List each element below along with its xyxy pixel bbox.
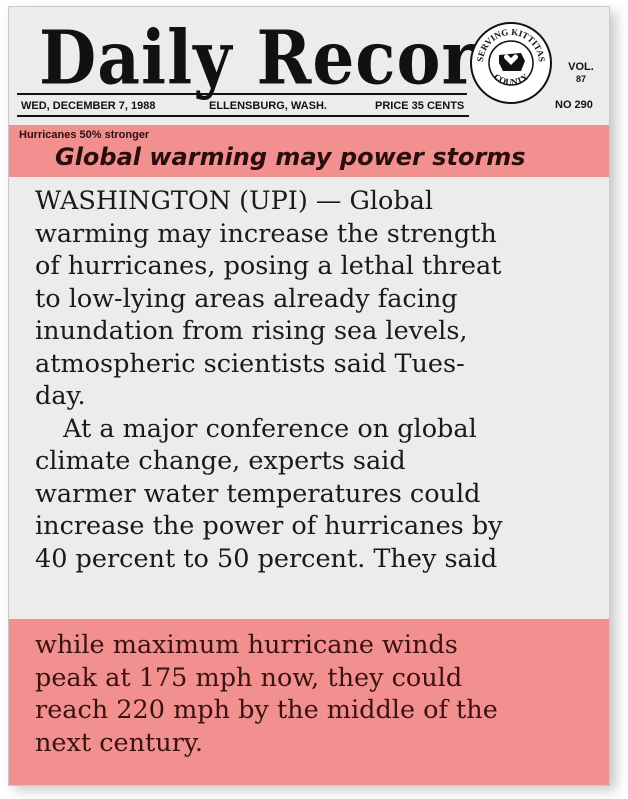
svg-text:COUNTY: COUNTY xyxy=(492,71,531,87)
body-line: increase the power of hurricanes by xyxy=(35,511,503,541)
highlight-line: reach 220 mph by the middle of the xyxy=(35,695,498,725)
highlight-line: next century. xyxy=(35,727,204,758)
body-line: atmospheric scientists said Tues- xyxy=(35,348,465,379)
body-line: 40 percent to 50 percent. They said xyxy=(35,543,498,574)
seal-bottom-text: COUNTY xyxy=(492,71,531,87)
body-line: warmer water temperatures could xyxy=(35,478,481,509)
masthead-rule-top xyxy=(17,93,467,95)
body-line: day. xyxy=(35,381,86,411)
volume-label: VOL. xyxy=(568,61,594,73)
dateline: WED, DECEMBER 7, 1988 ELLENSBURG, WASH. … xyxy=(21,97,561,115)
article-body: WASHINGTON (UPI) — Global warming may in… xyxy=(35,185,595,575)
body-line: At a major conference on global xyxy=(63,413,477,444)
county-seal-icon: SERVING KITTITAS COUNTY xyxy=(470,22,552,104)
body-line: WASHINGTON (UPI) — Global xyxy=(35,186,434,216)
masthead: Daily Record WED, DECEMBER 7, 1988 ELLEN… xyxy=(9,7,609,125)
city: ELLENSBURG, WASH. xyxy=(209,100,327,112)
body-line: to low-lying areas already facing xyxy=(35,283,458,314)
newspaper-nameplate: Daily Record xyxy=(39,14,525,102)
issue-number: NO 290 xyxy=(555,99,593,111)
volume-number: 87 xyxy=(575,74,586,84)
highlight-line: while maximum hurricane winds xyxy=(35,630,458,660)
issue-date: WED, DECEMBER 7, 1988 xyxy=(21,100,156,112)
price: PRICE 35 CENTS xyxy=(375,100,465,112)
body-line: warming may increase the strength xyxy=(35,218,497,249)
body-line: inundation from rising sea levels, xyxy=(35,316,468,346)
highlighted-passage: while maximum hurricane winds peak at 17… xyxy=(9,619,609,785)
body-line: climate change, experts said xyxy=(35,446,406,476)
newspaper-clipping: Daily Record WED, DECEMBER 7, 1988 ELLEN… xyxy=(8,6,610,786)
kicker: Hurricanes 50% stronger xyxy=(19,129,150,141)
masthead-rule-bottom xyxy=(17,115,469,117)
volume-box: VOL. 87 xyxy=(561,61,601,85)
headline: Global warming may power storms xyxy=(55,143,526,171)
body-line: of hurricanes, posing a lethal threat xyxy=(35,251,502,281)
highlight-line: peak at 175 mph now, they could xyxy=(35,662,463,693)
headline-highlight: Hurricanes 50% stronger Global warming m… xyxy=(9,125,609,177)
